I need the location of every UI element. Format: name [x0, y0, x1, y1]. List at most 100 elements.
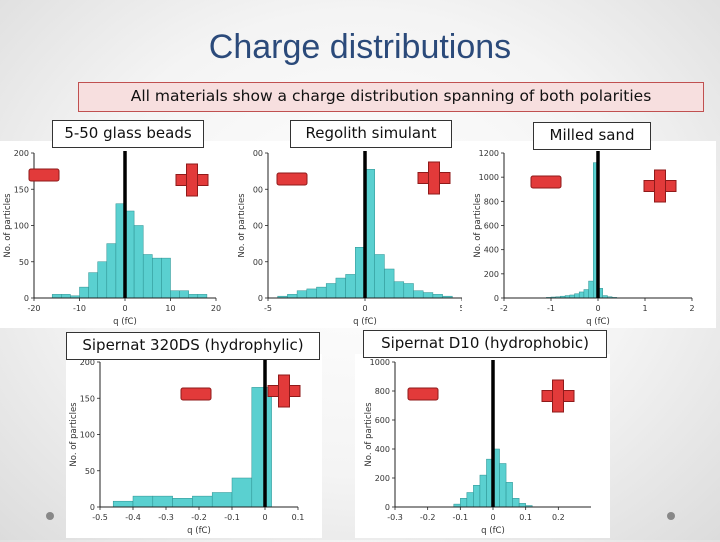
histogram-bar [335, 277, 346, 299]
label-regolith-simulant: Regolith simulant [290, 120, 452, 148]
y-tick-label: 50 [19, 258, 29, 267]
chart-panel-regolith: -505000000000q (fC)No. of particles [237, 141, 470, 328]
x-tick-label: -0.3 [387, 513, 403, 522]
y-tick-label: 1200 [479, 149, 499, 158]
y-tick-label: 150 [14, 185, 29, 194]
histogram-bar [296, 290, 308, 299]
summary-banner: All materials show a charge distribution… [78, 82, 704, 112]
histogram-bar [197, 294, 208, 299]
histogram-bar [142, 254, 153, 299]
negative-polarity-icon [276, 172, 308, 186]
y-tick-label: 200 [375, 474, 390, 483]
label-milled-sand: Milled sand [533, 122, 651, 150]
y-tick-label: 00 [253, 185, 263, 194]
y-axis-label: No. of particles [238, 193, 247, 258]
y-tick-label: 800 [375, 387, 390, 396]
x-tick-label: 0 [362, 304, 367, 313]
histogram-bar [79, 286, 89, 299]
x-axis-label: q (fC) [113, 317, 137, 327]
x-axis-label: q (fC) [586, 317, 610, 327]
histogram-bar [393, 281, 405, 299]
positive-polarity-icon [541, 379, 575, 413]
histogram-bar [473, 485, 481, 508]
chart-regolith: -505000000000q (fC)No. of particles [237, 149, 465, 327]
y-tick-label: 1000 [479, 173, 499, 182]
y-tick-label: 100 [14, 222, 29, 231]
y-axis-label: No. of particles [473, 193, 483, 258]
chart-sand: -2 -1 0 1 2 0 200 400 600 800 1000 1200 q (fC) No. of… [473, 149, 695, 327]
plus-center-fill [655, 181, 665, 191]
histogram-bar [170, 290, 180, 299]
histogram-bar [505, 482, 513, 508]
histogram-bar [316, 286, 327, 299]
histogram-bar [466, 492, 474, 508]
x-tick-label: -0.1 [453, 513, 469, 522]
y-axis-label: No. of particles [69, 402, 79, 467]
y-tick-label: 600 [375, 416, 390, 425]
negative-polarity-icon [530, 175, 562, 189]
histogram-bar [583, 289, 589, 299]
plus-center-fill [187, 175, 197, 185]
histogram-bar [574, 293, 580, 299]
chart-panel-hydrophylic: -0.5 -0.4 -0.3 -0.2 -0.1 0 0.1 0 50 100 150 200 q (f… [66, 354, 322, 538]
histogram-bar [172, 498, 193, 508]
x-tick-label: -0.3 [158, 513, 174, 522]
y-tick-label: 50 [85, 467, 95, 476]
histogram-bar [578, 291, 585, 299]
y-tick-label: 600 [484, 222, 499, 231]
y-tick-label: 00 [253, 222, 263, 231]
histogram-bar [306, 288, 317, 299]
x-tick-label: -10 [73, 304, 86, 313]
plus-center-fill [553, 391, 563, 401]
x-tick-label: 0.1 [292, 513, 305, 522]
x-axis-label: q (fC) [353, 317, 377, 327]
x-axis-label: q (fC) [481, 526, 505, 536]
x-tick-label: 2 [689, 304, 694, 313]
decorative-dot-left [46, 512, 54, 520]
y-tick-label: 200 [80, 358, 95, 367]
chart-hydrophylic: -0.5 -0.4 -0.3 -0.2 -0.1 0 0.1 0 50 100 150 200 q (f… [69, 358, 305, 536]
chart-hydrophobic: -0.3 -0.2 -0.1 0 0.1 0.2 0 200 400 600 800 1000 q (f… [364, 358, 591, 536]
x-tick-label: -2 [500, 304, 508, 313]
y-tick-label: 200 [14, 149, 29, 158]
y-tick-label: 00 [253, 149, 263, 158]
negative-polarity-icon [28, 168, 60, 182]
x-tick-label: 20 [211, 304, 221, 313]
x-tick-label: -0.4 [125, 513, 141, 522]
chart-panel-hydrophobic: -0.3 -0.2 -0.1 0 0.1 0.2 0 200 400 600 800 1000 q (f… [355, 354, 610, 538]
histogram-bar [192, 495, 213, 508]
chart-panel-glass: -20 -10 0 10 20 0 50 100 150 200 q (fC) No. of part… [0, 141, 238, 328]
y-axis-label: No. of particles [364, 402, 374, 467]
x-tick-label: -20 [27, 304, 40, 313]
y-tick-label: 0 [494, 294, 499, 303]
y-tick-label: 1000 [370, 358, 390, 367]
histogram-bar [588, 280, 594, 299]
x-tick-label: 0.2 [552, 513, 565, 522]
histogram-bar [432, 294, 443, 299]
y-axis-label: No. of particles [3, 193, 13, 258]
y-tick-label: 150 [80, 394, 95, 403]
x-tick-label: -0.2 [420, 513, 436, 522]
histogram-bar [161, 257, 171, 299]
y-tick-label: 0 [90, 503, 95, 512]
positive-polarity-icon [643, 169, 677, 203]
histogram-bar [460, 498, 468, 508]
x-tick-label: -0.2 [191, 513, 207, 522]
x-tick-label: -5 [264, 304, 272, 313]
x-tick-label: 0 [490, 513, 495, 522]
plus-center-fill [429, 173, 439, 183]
histogram-bar [179, 290, 189, 299]
histogram-bar [211, 492, 233, 508]
y-tick-label: 0 [24, 294, 29, 303]
y-tick-label: 00 [253, 258, 263, 267]
x-tick-label: -0.1 [224, 513, 240, 522]
y-tick-label: 400 [484, 246, 499, 255]
label-sipernat-hydrophylic: Sipernat 320DS (hydrophylic) [66, 332, 320, 360]
histogram-bar [512, 498, 520, 508]
label-glass-beads: 5-50 glass beads [52, 120, 204, 148]
histogram-bar [374, 254, 385, 299]
positive-polarity-icon [267, 374, 301, 408]
histogram-bar [413, 290, 424, 299]
histogram-bar [112, 500, 134, 508]
